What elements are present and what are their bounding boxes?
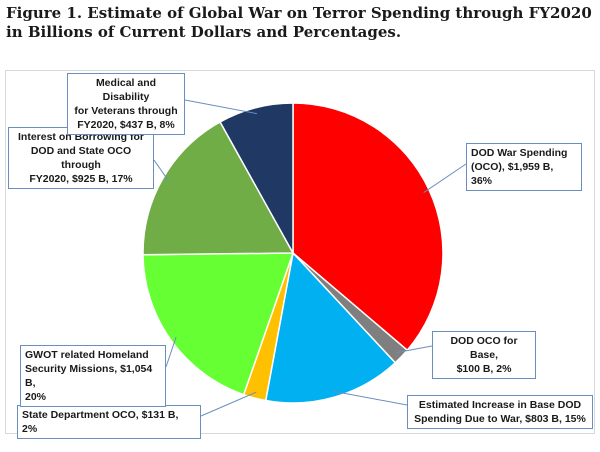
leader-line [165,336,177,368]
slice-label: GWOT related Homeland Security Missions,… [20,345,166,407]
pie-slice [142,120,295,256]
figure-title: Figure 1. Estimate of Global War on Terr… [6,4,592,41]
slice-label: State Department OCO, $131 B, 2% [17,405,201,439]
leader-line [396,345,433,353]
leader-line [423,163,467,193]
pie-slice [292,102,444,352]
slice-label: Interest on Borrowing for DOD and State … [8,127,154,189]
slice-label: Medical and Disability for Veterans thro… [67,73,185,135]
leader-line [184,99,257,115]
leader-line [153,159,169,181]
slice-label: DOD War Spending (OCO), $1,959 B, 36% [466,143,582,191]
slice-label: DOD OCO for Base, $100 B, 2% [432,331,536,379]
slice-label: Estimated Increase in Base DOD Spending … [407,395,593,429]
leader-line [200,391,257,417]
pie-slice [219,102,294,256]
pie-slice [264,251,397,404]
pie-slice [142,252,295,396]
leader-line [333,390,408,406]
chart-frame [5,70,595,434]
